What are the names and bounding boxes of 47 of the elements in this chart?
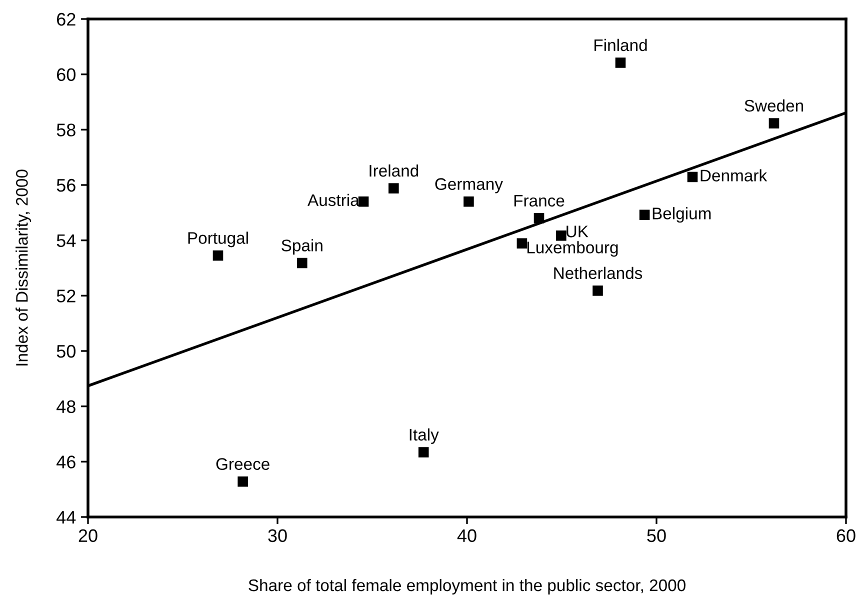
point	[238, 476, 248, 487]
data-label: Spain	[282, 239, 322, 255]
point	[556, 230, 566, 241]
point	[687, 172, 698, 182]
x-axis-title: Share of total female employment in the public sector, 2000	[248, 578, 686, 595]
point	[388, 183, 399, 194]
data-label: Denmark	[700, 169, 768, 182]
y-tick-label: 60	[57, 68, 76, 82]
data-label: Finland	[594, 38, 647, 52]
data-label: UK	[566, 226, 588, 238]
y-tick-label: 54	[56, 234, 76, 248]
point	[615, 58, 626, 68]
y-tick-label: 44	[56, 511, 76, 524]
data-label: Ireland	[370, 164, 418, 177]
y-tick-label: 58	[56, 124, 76, 136]
data-label: Luxembourg	[527, 241, 618, 257]
data-label: Italy	[410, 428, 439, 444]
y-tick-label: 50	[56, 344, 76, 358]
y-tick-label: 52	[56, 290, 76, 302]
point	[516, 238, 528, 249]
point	[534, 213, 544, 224]
data-label: Greece	[216, 458, 270, 470]
y-tick-label: 62	[57, 12, 76, 26]
data-label: Portugal	[188, 232, 248, 248]
data-label: Belgium	[652, 207, 711, 223]
data-label: France	[514, 194, 564, 207]
y-tick-label: 48	[56, 400, 76, 414]
point	[464, 196, 474, 207]
data-label: Austria	[308, 194, 360, 206]
y-tick-label: 56	[56, 178, 76, 192]
y-tick-label: 46	[56, 456, 76, 468]
data-label: Netherlands	[554, 266, 642, 280]
y-axis-title: Index of Dissimilarity, 2000	[16, 170, 32, 366]
point	[768, 118, 780, 128]
x-tick-label: 50	[647, 529, 666, 542]
x-tick-label: 30	[268, 529, 287, 542]
point	[358, 196, 369, 207]
point	[592, 286, 603, 296]
x-tick-label: 40	[457, 529, 476, 542]
point	[212, 250, 224, 261]
point	[296, 258, 308, 268]
point	[639, 210, 650, 220]
point	[418, 447, 429, 458]
data-label: Germany	[435, 178, 503, 194]
x-tick-label: 20	[78, 529, 98, 542]
x-tick-label: 60	[836, 529, 856, 542]
data-label: Sweden	[744, 99, 804, 112]
